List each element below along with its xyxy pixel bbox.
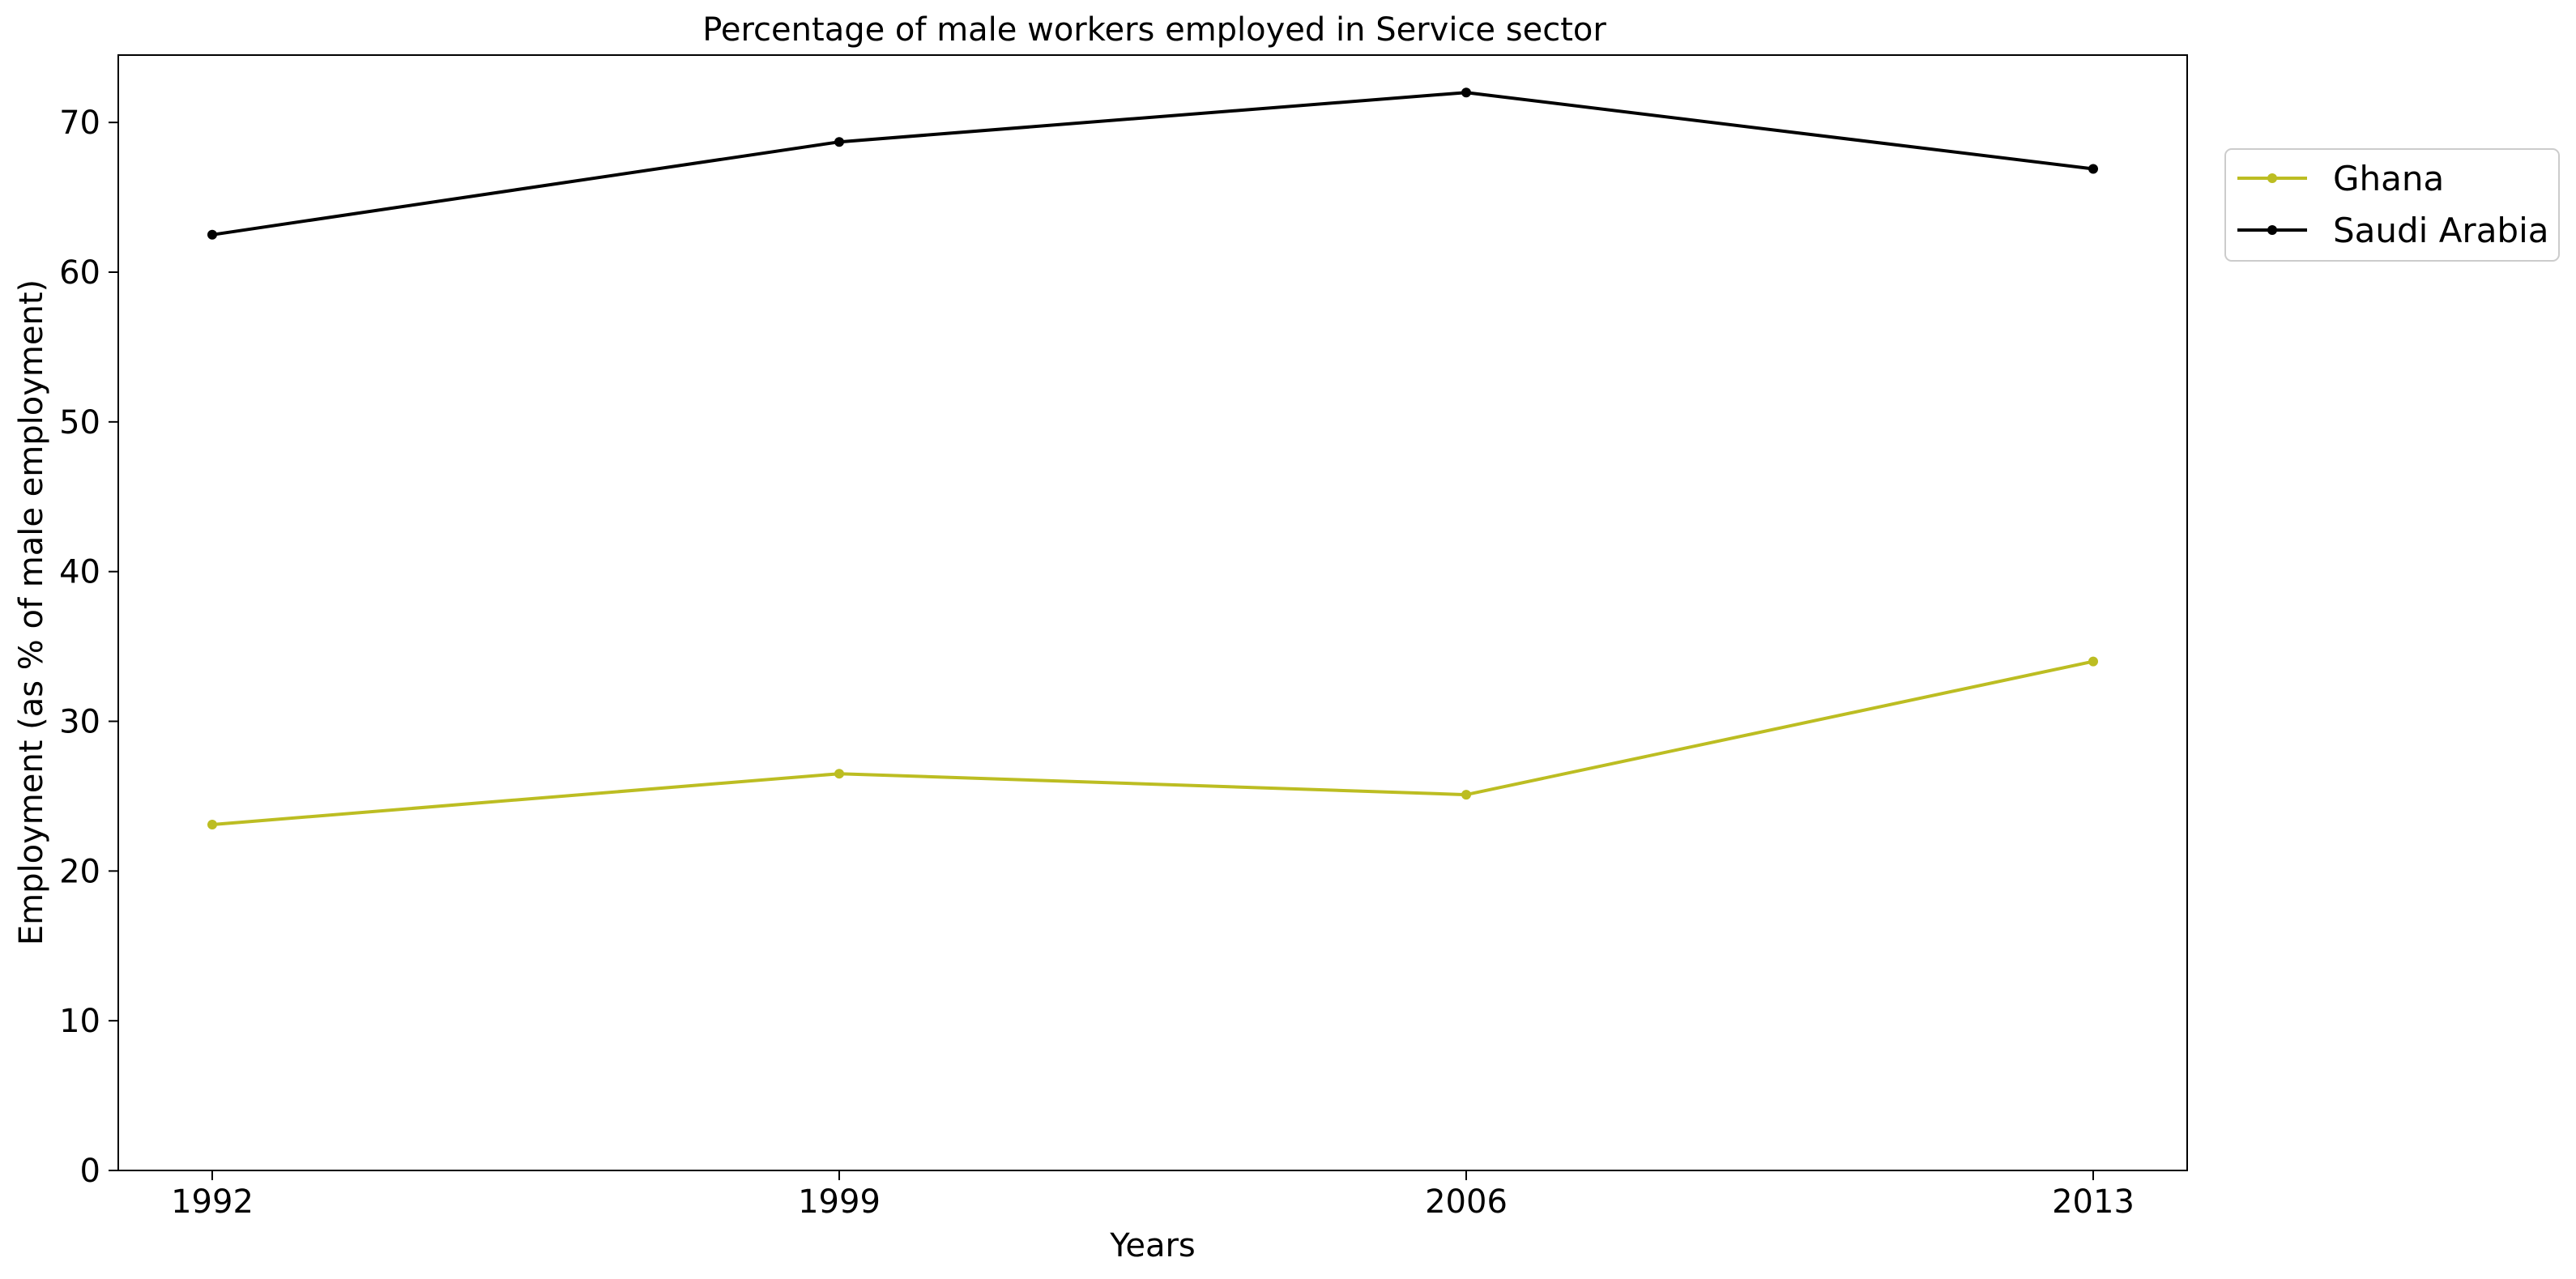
chart-title: Percentage of male workers employed in S… (702, 11, 1606, 49)
x-tick-label: 1992 (171, 1183, 254, 1221)
data-point (2088, 656, 2098, 667)
y-tick-label: 50 (59, 404, 100, 441)
x-axis: 1992 1999 2006 2013 (171, 1170, 2135, 1221)
x-tick-label: 2006 (1425, 1183, 1508, 1221)
x-axis-label: Years (1109, 1227, 1196, 1264)
data-point (2088, 164, 2098, 174)
y-tick-label: 60 (59, 254, 100, 292)
series-line-1 (211, 91, 2094, 237)
legend-marker-1 (2267, 225, 2277, 235)
y-tick-label: 10 (59, 1003, 100, 1040)
legend-marker-0 (2267, 173, 2277, 183)
y-axis-label: Employment (as % of male employment) (13, 279, 50, 945)
legend-box (2224, 148, 2560, 262)
plot-area (117, 54, 2188, 1171)
y-tick-label: 20 (59, 853, 100, 890)
legend: Ghana Saudi Arabia (2224, 148, 2560, 262)
y-tick-label: 70 (59, 104, 100, 142)
y-tick-label: 0 (80, 1153, 100, 1190)
legend-label-1: Saudi Arabia (2333, 211, 2549, 250)
legend-label-0: Ghana (2333, 159, 2444, 198)
data-point (207, 229, 217, 240)
data-point (1461, 87, 1471, 98)
x-tick-label: 1999 (798, 1183, 881, 1221)
data-point (834, 769, 844, 779)
y-axis: 0 10 20 30 40 50 60 70 (59, 104, 118, 1190)
data-point (834, 137, 844, 147)
series-line-0 (211, 659, 2094, 827)
y-tick-label: 40 (59, 554, 100, 591)
data-point (1461, 790, 1471, 800)
y-tick-label: 30 (59, 704, 100, 741)
x-tick-label: 2013 (2052, 1183, 2135, 1221)
data-point (207, 820, 217, 830)
series-layer (207, 87, 2098, 830)
